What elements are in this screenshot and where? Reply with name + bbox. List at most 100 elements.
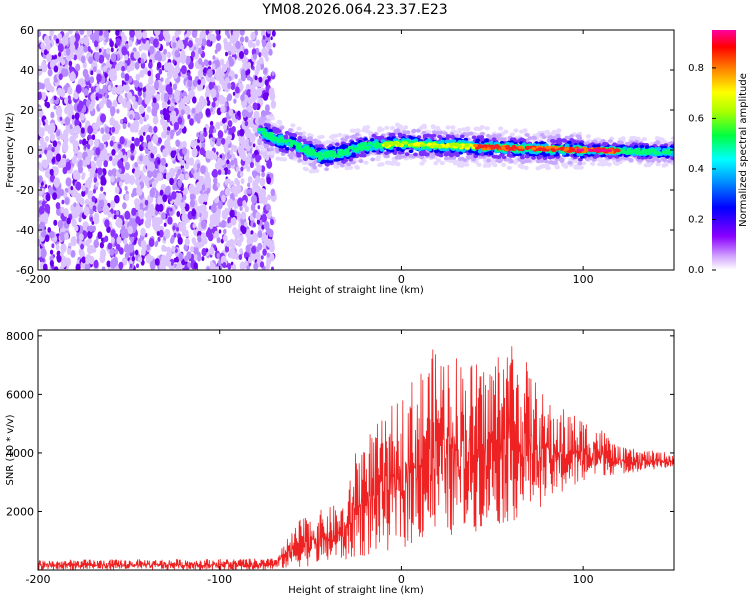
noise-blob	[53, 65, 59, 73]
noise-blob	[192, 79, 198, 87]
band-cell	[556, 137, 562, 142]
noise-blob	[129, 263, 133, 268]
noise-blob	[221, 194, 226, 203]
noise-blob	[140, 58, 145, 64]
noise-blob	[46, 77, 50, 84]
noise-blob	[261, 196, 268, 206]
noise-blob	[203, 130, 208, 137]
band-cell	[464, 162, 470, 167]
noise-blob	[225, 51, 228, 57]
band-cell	[471, 135, 477, 140]
noise-blob	[246, 74, 251, 81]
noise-blob	[169, 177, 175, 186]
band-cell	[494, 155, 499, 159]
noise-blob	[222, 117, 226, 124]
noise-blob	[192, 96, 197, 104]
noise-blob	[145, 114, 150, 120]
noise-blob	[194, 37, 199, 44]
band-cell	[577, 161, 583, 166]
noise-blob	[238, 235, 244, 243]
noise-blob	[214, 197, 218, 204]
band-cell	[501, 162, 507, 167]
band-cell	[437, 134, 442, 139]
noise-blob	[71, 156, 77, 165]
noise-speckle	[38, 30, 277, 270]
noise-blob	[93, 239, 99, 248]
noise-blob	[216, 157, 223, 167]
noise-blob	[204, 90, 210, 99]
noise-blob	[74, 40, 79, 49]
noise-blob	[144, 199, 149, 206]
noise-blob	[182, 187, 188, 196]
band-cell	[523, 159, 529, 163]
noise-blob	[228, 134, 233, 140]
noise-blob	[229, 149, 234, 156]
band-cell	[377, 162, 383, 167]
noise-blob	[174, 89, 181, 99]
noise-blob	[119, 136, 125, 145]
noise-blob	[160, 118, 165, 126]
noise-blob	[122, 202, 127, 210]
noise-blob	[262, 41, 266, 48]
noise-blob	[81, 184, 86, 192]
noise-blob	[118, 261, 124, 270]
noise-blob	[189, 199, 195, 208]
noise-blob	[104, 126, 110, 134]
noise-blob	[183, 54, 187, 61]
noise-blob	[205, 108, 211, 117]
noise-blob	[244, 128, 252, 139]
noise-blob	[118, 168, 122, 174]
noise-blob	[122, 122, 127, 130]
noise-blob	[152, 38, 159, 48]
band-cell	[346, 162, 352, 167]
noise-blob	[199, 204, 206, 214]
noise-blob	[81, 190, 86, 197]
band-cell	[302, 166, 308, 171]
band-cell	[608, 139, 613, 143]
band-cell	[597, 162, 603, 167]
noise-blob	[75, 181, 82, 191]
noise-blob	[137, 57, 142, 64]
band-cell	[554, 165, 560, 170]
band-cell	[405, 130, 411, 135]
band-cell	[375, 157, 381, 162]
band-cell	[349, 128, 355, 133]
noise-blob	[270, 218, 274, 226]
noise-blob	[199, 147, 205, 156]
noise-blob	[139, 69, 145, 78]
noise-blob	[252, 42, 256, 49]
noise-blob	[111, 168, 118, 178]
noise-blob	[87, 190, 94, 200]
noise-blob	[134, 111, 140, 121]
noise-blob	[177, 58, 181, 64]
noise-blob	[148, 61, 153, 69]
band-cell	[370, 157, 376, 162]
noise-blob	[84, 262, 91, 270]
band-cell	[639, 144, 645, 149]
band-cell	[277, 120, 283, 125]
noise-blob	[102, 148, 108, 157]
noise-blob	[255, 39, 260, 47]
noise-blob	[184, 255, 189, 262]
band-cell	[411, 129, 416, 134]
noise-blob	[177, 116, 183, 125]
noise-blob	[161, 244, 166, 252]
noise-blob	[158, 229, 164, 238]
noise-blob	[250, 203, 256, 212]
band-cell	[257, 119, 263, 124]
noise-blob	[227, 120, 233, 128]
noise-blob	[38, 200, 42, 205]
noise-blob	[61, 68, 67, 78]
noise-blob	[234, 230, 241, 240]
noise-blob	[215, 121, 221, 130]
noise-blob	[265, 203, 271, 211]
noise-blob	[56, 130, 61, 137]
noise-blob	[160, 254, 167, 265]
noise-blob	[165, 163, 168, 168]
noise-blob	[44, 184, 48, 189]
band-cell	[415, 128, 421, 133]
noise-blob	[135, 216, 141, 224]
noise-blob	[158, 68, 163, 75]
noise-blob	[253, 124, 258, 133]
noise-blob	[69, 124, 73, 130]
